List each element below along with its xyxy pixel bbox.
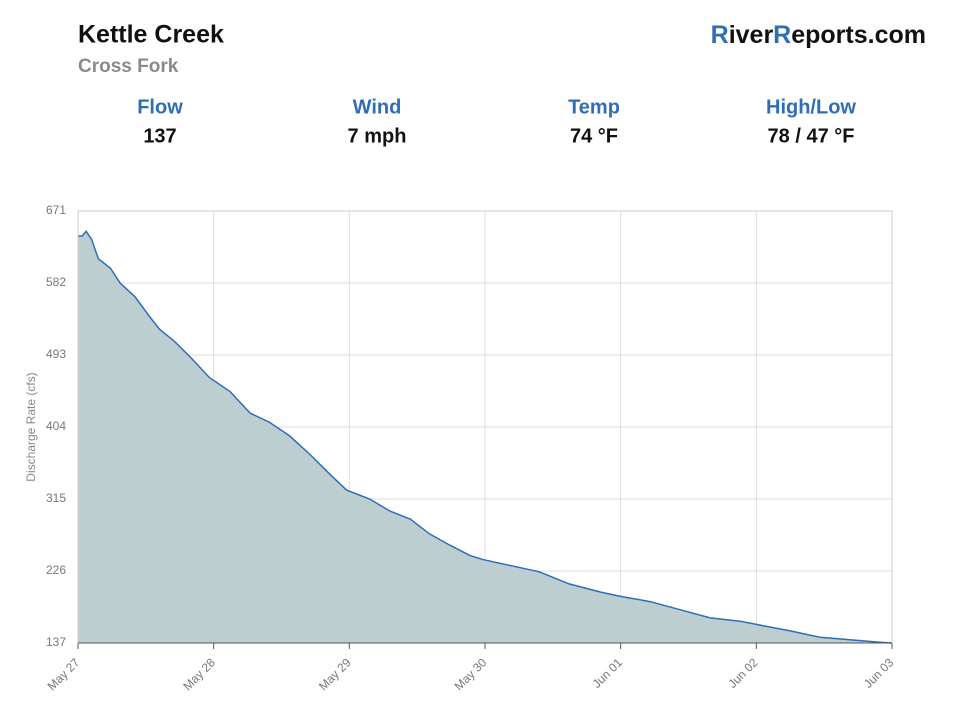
stat-value: 74 °F	[570, 125, 618, 147]
brand-part: eports.com	[791, 21, 926, 49]
x-tick-label: Jun 02	[725, 655, 761, 691]
stat-label: Wind	[353, 96, 402, 118]
x-tick-label: Jun 01	[590, 655, 626, 691]
stat-value: 7 mph	[348, 125, 407, 147]
x-tick-label: Jun 03	[861, 655, 897, 691]
y-tick-label: 404	[46, 419, 66, 433]
site-title: Kettle Creek	[78, 21, 224, 49]
x-tick-label: May 30	[452, 655, 490, 693]
y-tick-label: 137	[46, 635, 66, 649]
y-tick-label: 582	[46, 275, 66, 289]
brand[interactable]: RiverReports.com	[711, 21, 926, 49]
x-tick-label: May 27	[45, 655, 83, 693]
y-tick-label: 226	[46, 563, 66, 577]
brand-part: R	[711, 21, 729, 49]
stat-label: Flow	[137, 96, 183, 118]
y-tick-label: 671	[46, 203, 66, 217]
stat-value: 78 / 47 °F	[768, 125, 855, 147]
site-subtitle: Cross Fork	[78, 56, 179, 77]
series-line	[78, 229, 893, 644]
stat-label: Temp	[568, 96, 620, 118]
x-tick-label: May 29	[316, 655, 354, 693]
plot: 137 226 315 404 493 582 671 May 27 May 28 May 29 M…	[24, 203, 896, 693]
brand-part: R	[773, 21, 791, 49]
y-tick-label: 315	[46, 491, 66, 505]
area-fill	[78, 231, 892, 643]
x-tick-label: May 28	[180, 655, 218, 693]
stats: Flow 137 Wind 7 mph Temp 74 °F High/Low 78 / 47…	[137, 96, 856, 147]
stat-label: High/Low	[766, 96, 856, 118]
y-tick-label: 493	[46, 347, 66, 361]
stat-value: 137	[143, 125, 176, 147]
y-axis-title: Discharge Rate (cfs)	[24, 372, 38, 481]
brand-part: iver	[729, 21, 774, 49]
